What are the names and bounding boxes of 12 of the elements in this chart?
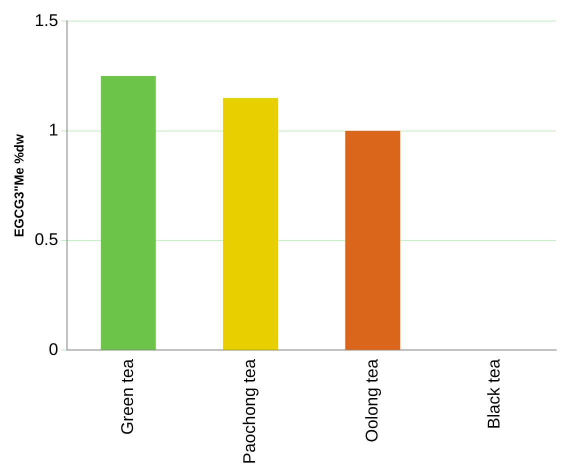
y-tick-label: 0 xyxy=(48,340,58,359)
y-axis-title: EGCG3"Me %dw xyxy=(11,133,26,238)
bar xyxy=(223,98,278,350)
x-tick-label: Paochong tea xyxy=(240,358,260,464)
bar xyxy=(345,130,400,350)
y-tick-label: 0.5 xyxy=(34,230,58,250)
x-tick-label: Oolong tea xyxy=(362,358,382,442)
y-tick-label: 1 xyxy=(48,120,58,140)
x-tick-label: Green tea xyxy=(118,358,138,435)
bar xyxy=(100,76,156,350)
y-tick-label: 1.5 xyxy=(34,10,58,30)
x-tick-label: Black tea xyxy=(484,358,504,430)
